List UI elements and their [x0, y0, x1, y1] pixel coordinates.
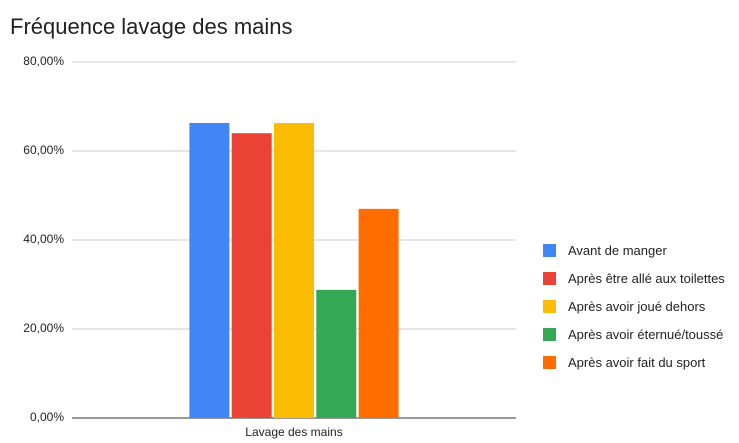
legend-item: Après avoir éternué/toussé: [543, 327, 735, 342]
legend-item: Après avoir joué dehors: [543, 299, 735, 314]
legend-item: Avant de manger: [543, 243, 735, 258]
legend-label: Avant de manger: [568, 243, 667, 258]
bar: [274, 122, 314, 418]
legend-swatch: [543, 356, 556, 369]
legend-swatch: [543, 300, 556, 313]
chart-title: Fréquence lavage des mains: [10, 14, 293, 39]
legend-label: Après avoir éternué/toussé: [568, 327, 724, 342]
bar: [189, 122, 230, 418]
y-tick-label: 20,00%: [23, 321, 64, 335]
legend-label: Après avoir joué dehors: [568, 299, 706, 314]
y-tick-label: 40,00%: [23, 232, 64, 246]
legend-swatch: [543, 272, 556, 285]
legend-swatch: [543, 328, 556, 341]
y-tick-label: 80,00%: [23, 54, 64, 68]
x-tick-label: Lavage des mains: [245, 425, 342, 439]
bar: [316, 289, 357, 418]
legend-item: Après être allé aux toilettes: [543, 271, 735, 286]
legend-label: Après avoir fait du sport: [568, 355, 706, 370]
y-tick-label: 60,00%: [23, 143, 64, 157]
legend-label: Après être allé aux toilettes: [568, 271, 725, 286]
y-tick-label: 0,00%: [30, 410, 64, 424]
legend-swatch: [543, 244, 556, 257]
legend: Avant de manger Après être allé aux toile…: [543, 243, 735, 383]
legend-item: Après avoir fait du sport: [543, 355, 735, 370]
bar: [358, 208, 399, 418]
bar: [231, 133, 272, 418]
